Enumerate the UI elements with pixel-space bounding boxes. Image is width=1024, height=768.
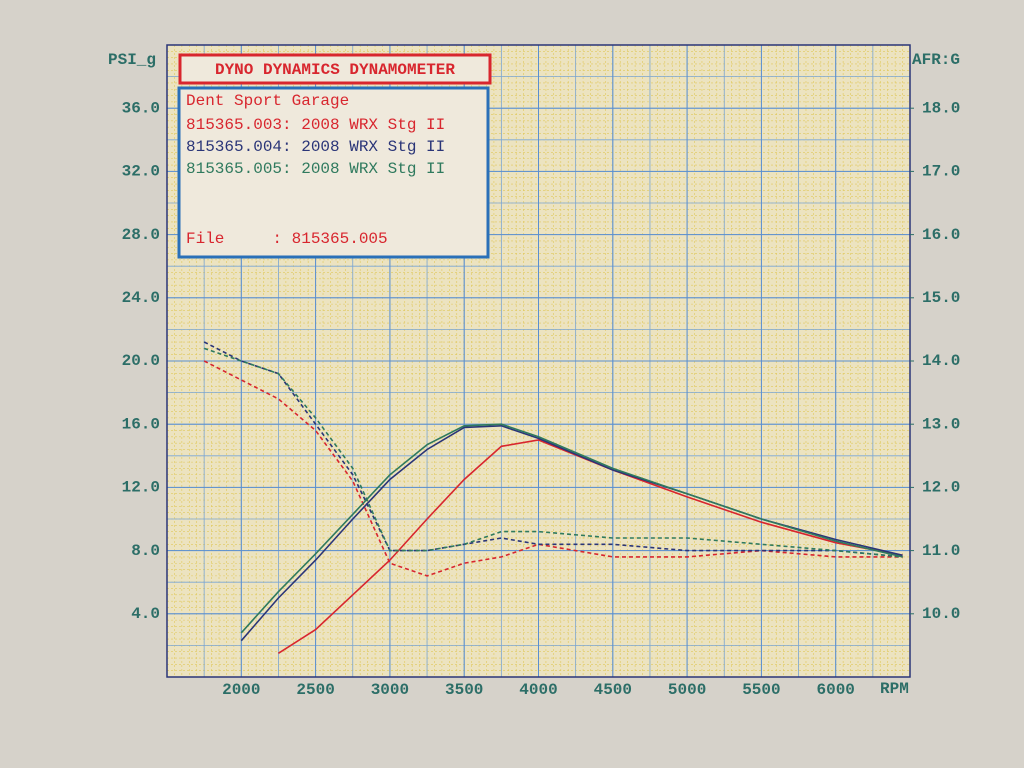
- afr-line: [203, 341, 903, 558]
- legend-entry: 815365.003: 2008 WRX Stg II: [186, 116, 445, 134]
- y2-tick-label: 14.0: [922, 352, 960, 370]
- legend-header: Dent Sport Garage: [186, 92, 349, 110]
- x-tick-label: 2500: [296, 681, 334, 699]
- y-axis-label: PSI_g: [108, 51, 156, 69]
- y2-tick-label: 13.0: [922, 415, 960, 433]
- y2-tick-label: 10.0: [922, 605, 960, 623]
- x-tick-label: 2000: [222, 681, 260, 699]
- y2-tick-label: 12.0: [922, 479, 960, 497]
- y2-tick-label: 15.0: [922, 289, 960, 307]
- y2-tick-label: 16.0: [922, 226, 960, 244]
- chart-title: DYNO DYNAMICS DYNAMOMETER: [215, 61, 455, 79]
- legend-box: [177, 86, 490, 259]
- x-tick-label: 6000: [816, 681, 854, 699]
- y-tick-label: 12.0: [122, 479, 160, 497]
- x-tick-label: 3000: [371, 681, 409, 699]
- title-box: [178, 53, 492, 85]
- y2-tick-label: 17.0: [922, 163, 960, 181]
- boost-line: [240, 423, 903, 634]
- boost-line: [277, 439, 903, 654]
- x-tick-label: 3500: [445, 681, 483, 699]
- y2-tick-label: 18.0: [922, 99, 960, 117]
- y-tick-label: 8.0: [131, 542, 160, 560]
- x-tick-label: 5000: [668, 681, 706, 699]
- y2-axis-label: AFR:G: [912, 51, 960, 69]
- plot: [203, 341, 903, 654]
- x-tick-label: 4000: [519, 681, 557, 699]
- x-tick-label: 4500: [594, 681, 632, 699]
- file-line: File : 815365.005: [186, 230, 388, 248]
- y-tick-label: 20.0: [122, 352, 160, 370]
- x-tick-label: 5500: [742, 681, 780, 699]
- legend-entry: 815365.005: 2008 WRX Stg II: [186, 160, 445, 178]
- y-tick-label: 4.0: [131, 605, 160, 623]
- afr-line: [203, 347, 903, 558]
- x-axis-label: RPM: [880, 680, 909, 698]
- legend-entry: 815365.004: 2008 WRX Stg II: [186, 138, 445, 156]
- y2-tick-label: 11.0: [922, 542, 960, 560]
- afr-line: [203, 360, 903, 577]
- legend: 815365.003: 2008 WRX Stg II 815365.004: 2…: [186, 116, 445, 178]
- y-tick-label: 16.0: [122, 415, 160, 433]
- y-tick-label: 24.0: [122, 289, 160, 307]
- y-tick-label: 36.0: [122, 99, 160, 117]
- y-tick-label: 28.0: [122, 226, 160, 244]
- y-tick-label: 32.0: [122, 163, 160, 181]
